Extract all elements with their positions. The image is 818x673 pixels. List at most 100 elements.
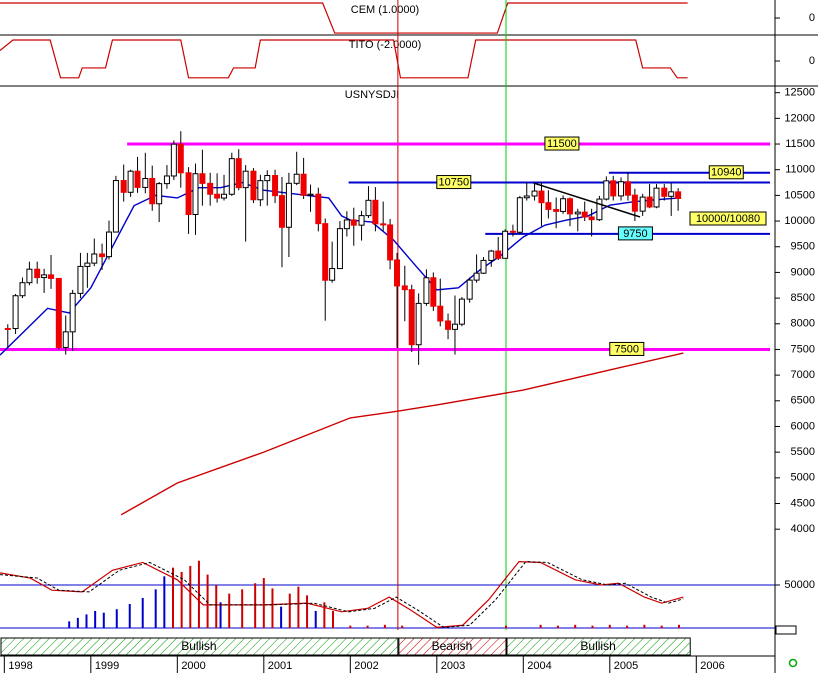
candle-body: [26, 268, 33, 284]
candle-body: [631, 194, 638, 212]
candle-body: [372, 199, 379, 225]
candle-body: [84, 262, 91, 267]
x-tick-label: 2005: [614, 660, 638, 672]
candle-body: [307, 193, 314, 196]
y-tick-label: 4500: [791, 497, 815, 509]
candle-body: [285, 182, 292, 228]
y-tick-label: 7500: [791, 343, 815, 355]
candle-body: [466, 279, 473, 300]
y-tick-label: 10000: [784, 215, 815, 227]
trendline: [533, 182, 641, 218]
candle-body: [112, 180, 119, 233]
y-tick-label: 6500: [791, 395, 815, 407]
y-tick-label: 5000: [791, 472, 815, 484]
candle-body: [646, 196, 653, 208]
candle-body: [91, 253, 98, 264]
signal-band: [0, 637, 399, 656]
signal-band: [398, 637, 507, 656]
candle-body: [596, 198, 603, 221]
moving-average: [0, 181, 680, 356]
candle-body: [185, 172, 192, 215]
candle-body: [177, 143, 184, 174]
y-tick-label: 50000: [784, 579, 815, 591]
candle-body: [451, 323, 458, 330]
y-tick-label: 10500: [784, 189, 815, 201]
scroll-box[interactable]: [775, 625, 797, 635]
candle-body: [163, 175, 170, 185]
candle-body: [250, 170, 257, 201]
level-label: 10750: [439, 176, 470, 188]
level-label-box: [609, 341, 645, 356]
candle-body: [336, 228, 343, 270]
candle-body: [567, 198, 574, 215]
candle-body: [473, 272, 480, 281]
panel-title: CEM (1.0000): [351, 4, 419, 16]
y-tick-label: 0: [809, 55, 815, 67]
x-tick-label: 1999: [95, 660, 119, 672]
level-label-box: [708, 165, 744, 180]
candle-body: [48, 274, 55, 279]
candle-body: [668, 191, 675, 197]
candle-body: [588, 216, 595, 221]
candle-body: [380, 223, 387, 226]
moving-average: [120, 352, 684, 516]
candle-body: [329, 268, 336, 281]
candle-body: [618, 181, 625, 197]
x-tick-label: 2006: [700, 660, 724, 672]
candle-body: [653, 187, 660, 208]
y-tick-label: 7000: [791, 369, 815, 381]
x-tick-label: 2004: [527, 660, 551, 672]
candle-body: [69, 292, 76, 333]
candle-body: [495, 250, 502, 259]
candle-body: [581, 211, 588, 218]
y-tick-label: 9500: [791, 241, 815, 253]
candle-body: [272, 175, 279, 197]
candle-body: [12, 295, 19, 330]
candle-body: [77, 265, 84, 294]
candle-body: [343, 219, 350, 230]
candle-body: [278, 195, 285, 228]
candle-body: [19, 282, 26, 297]
y-tick-label: 11500: [785, 138, 815, 150]
candle-body: [358, 215, 365, 226]
y-tick-label: 12500: [784, 87, 815, 99]
level-label-box: [617, 226, 653, 241]
indicator-line: [0, 39, 688, 79]
candle-body: [560, 198, 567, 212]
panel-title: USNYSDJI: [345, 89, 399, 101]
candle-body: [120, 180, 127, 193]
candle-body: [235, 158, 242, 189]
x-tick-label: 2002: [354, 660, 378, 672]
candle-body: [523, 195, 530, 199]
candle-body: [574, 211, 581, 215]
level-label: 7500: [615, 343, 639, 355]
level-label: 11500: [547, 138, 577, 150]
signal-label: Bearish: [432, 639, 473, 653]
candle-body: [214, 193, 221, 199]
annotation-box: [689, 211, 767, 226]
y-tick-label: 12000: [784, 112, 815, 124]
candle-body: [415, 302, 422, 346]
x-tick-label: 2000: [181, 660, 205, 672]
candle-body: [264, 175, 271, 182]
candle-body: [55, 277, 62, 348]
candle-body: [293, 173, 300, 184]
candle-body: [531, 190, 538, 197]
candle-body: [156, 183, 163, 205]
signal-label: Bullish: [181, 639, 216, 653]
candle-body: [170, 143, 177, 177]
candle-body: [639, 196, 646, 212]
candle-body: [192, 173, 199, 215]
candle-body: [257, 180, 264, 201]
candle-body: [624, 181, 631, 196]
y-tick-label: 11000: [785, 164, 815, 176]
y-tick-label: 8500: [791, 292, 815, 304]
candle-body: [242, 170, 249, 189]
y-tick-label: 0: [809, 12, 815, 24]
x-tick-label: 1998: [8, 660, 32, 672]
candle-body: [142, 177, 149, 188]
candle-body: [62, 331, 69, 348]
candle-body: [516, 197, 523, 233]
